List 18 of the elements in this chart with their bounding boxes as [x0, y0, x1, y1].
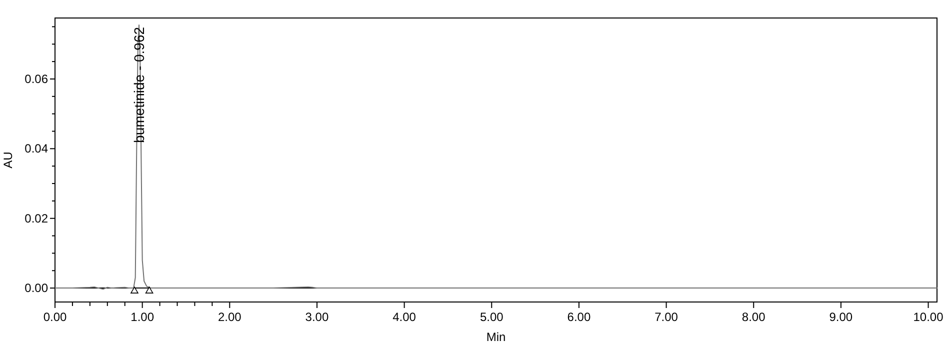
y-tick-label: 0.06 [24, 72, 48, 86]
x-tick-label: 6.00 [567, 310, 591, 324]
x-tick-label: 4.00 [392, 310, 416, 324]
x-tick-label: 3.00 [305, 310, 329, 324]
x-tick-label: 7.00 [654, 310, 678, 324]
y-tick-label: 0.00 [24, 281, 48, 296]
x-tick-label: 10.00 [913, 310, 944, 324]
x-tick-label: 5.00 [480, 310, 504, 324]
y-tick-label: 0.04 [24, 142, 48, 156]
x-tick-label: 0.00 [43, 310, 67, 324]
annotation: bumetinide - 0.962 [131, 26, 148, 143]
y-axis-title: AU [1, 152, 15, 168]
y-tick-label: 0.02 [24, 211, 48, 226]
x-tick-label: 2.00 [218, 310, 242, 324]
x-tick-label: 8.00 [742, 310, 766, 324]
x-tick-label: 1.00 [130, 310, 154, 324]
x-axis-title: Min [486, 330, 506, 344]
x-tick-label: 9.00 [829, 310, 853, 324]
